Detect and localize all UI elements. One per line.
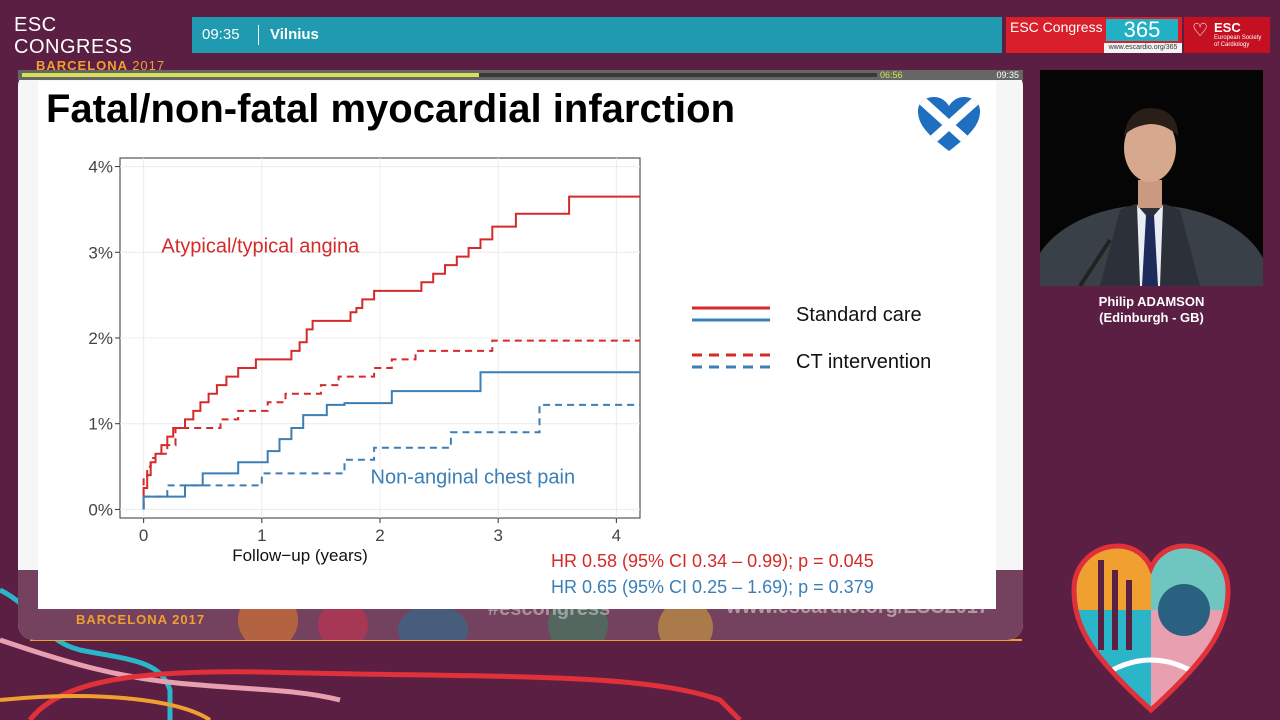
y-tick-label: 2% (88, 329, 113, 348)
logo-365-number: 365 (1106, 19, 1178, 41)
speaker-caption: Philip ADAMSON (Edinburgh - GB) (1040, 294, 1263, 326)
x-tick-label: 4 (612, 526, 621, 545)
legend-label: CT intervention (796, 351, 931, 373)
esc-name: ESC (1214, 20, 1241, 35)
speaker-name: Philip ADAMSON (1098, 294, 1205, 309)
hazard-ratio-stats: HR 0.58 (95% CI 0.34 – 0.99); p = 0.045 H… (551, 551, 874, 597)
esc-society-logo[interactable]: ♡ ESC European Society of Cardiology (1184, 17, 1270, 53)
slide: Fatal/non-fatal myocardial infarction 0%… (38, 81, 996, 609)
session-info-bar: 09:35 Vilnius (192, 17, 1002, 53)
clock-time: 09:35 (202, 26, 240, 43)
x-tick-label: 3 (493, 526, 502, 545)
speaker-video (1040, 70, 1263, 286)
logo-title: ESC CONGRESS (14, 14, 133, 58)
esc-heart-icon: ♡ (1192, 20, 1209, 40)
hazard-ratio-line: HR 0.58 (95% CI 0.34 – 0.99); p = 0.045 (551, 551, 874, 571)
logo-city: BARCELONA (36, 58, 128, 73)
group-annotation: Atypical/typical angina (161, 235, 360, 257)
x-tick-label: 0 (139, 526, 148, 545)
y-tick-label: 4% (88, 158, 113, 177)
esc-congress-logo: ESC CONGRESS BARCELONA 2017 (14, 14, 179, 73)
kaplan-meier-chart: 0% 1% 2% 3% 4% 0 1 2 3 4 Follow−up (years) Atypic… (88, 157, 931, 597)
x-axis: 0 1 2 3 4 Follow−up (years) (139, 518, 621, 565)
x-tick-label: 1 (257, 526, 266, 545)
logo-365-text: ESC Congress (1010, 19, 1103, 35)
logo-year: 2017 (132, 58, 166, 73)
plot-panel (119, 157, 641, 519)
series-line (142, 371, 640, 510)
barcelona-heart-decoration (1071, 543, 1231, 714)
y-tick-label: 3% (88, 243, 113, 262)
total-time: 09:35 (996, 70, 1019, 80)
scotland-heart-flag-icon (918, 97, 980, 151)
esc-subtitle: European Society of Cardiology (1214, 35, 1262, 48)
x-axis-label: Follow−up (years) (232, 546, 368, 565)
series-line (142, 195, 640, 510)
series-layer (142, 195, 640, 510)
room-name: Vilnius (270, 26, 319, 43)
group-annotation: Non-anginal chest pain (371, 467, 576, 489)
series-line (142, 339, 640, 510)
divider (258, 25, 259, 45)
series-line (142, 403, 640, 510)
x-tick-label: 2 (375, 526, 384, 545)
progress-fill (22, 73, 480, 77)
logo-subtitle: BARCELONA 2017 (36, 58, 179, 74)
y-axis: 0% 1% 2% 3% 4% (88, 158, 120, 519)
backdrop-city: BARCELONA 2017 (76, 612, 206, 627)
slide-title: Fatal/non-fatal myocardial infarction (46, 87, 736, 131)
legend-label: Standard care (796, 304, 922, 326)
speaker-affiliation: (Edinburgh - GB) (1099, 310, 1204, 325)
video-progress-bar[interactable]: 06:56 09:35 (18, 70, 1023, 80)
hazard-ratio-line: HR 0.65 (95% CI 0.25 – 1.69); p = 0.379 (551, 577, 874, 597)
elapsed-time: 06:56 (880, 70, 903, 80)
backdrop-shape (398, 605, 468, 640)
y-tick-label: 1% (88, 415, 113, 434)
esc-congress-365-logo[interactable]: ESC Congress 365 www.escardio.org/365 (1006, 17, 1182, 53)
speaker-photo (1040, 70, 1263, 286)
legend: Standard care CT intervention (692, 304, 931, 373)
y-tick-label: 0% (88, 500, 113, 519)
logo-365-url: www.escardio.org/365 (1104, 43, 1182, 53)
annotation-layer: Atypical/typical angina Non-anginal chest… (161, 235, 575, 488)
